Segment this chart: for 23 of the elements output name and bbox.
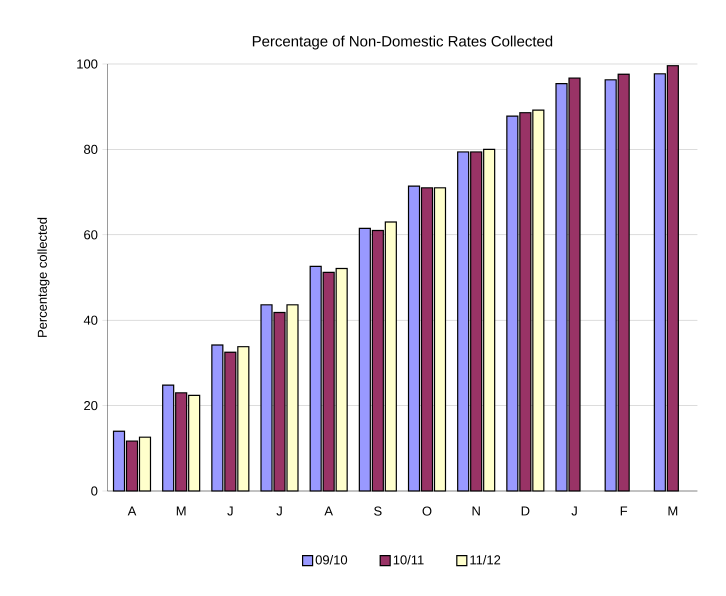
x-tick-label: D: [522, 506, 530, 516]
x-tick-label: F: [620, 506, 628, 516]
x-tick-label: M: [176, 506, 186, 516]
x-tick-label: N: [472, 506, 480, 516]
x-tick-label: J: [227, 506, 233, 516]
legend-label: 09/10: [316, 554, 348, 564]
x-tick-label: J: [571, 506, 577, 516]
legend-label: 10/11: [394, 554, 424, 564]
y-tick-label: 100: [77, 59, 98, 69]
x-tick-label: O: [422, 506, 432, 516]
x-tick-label: A: [324, 506, 333, 516]
y-axis-title: Percentage collected: [37, 218, 50, 337]
legend-label: 11/12: [470, 554, 500, 564]
y-tick-label: 40: [84, 316, 98, 325]
x-tick-label: M: [668, 506, 678, 516]
x-tick-label: S: [374, 506, 382, 516]
y-tick-label: 60: [84, 230, 98, 240]
y-tick-label: 0: [91, 486, 98, 496]
x-tick-label: J: [276, 506, 282, 516]
chart-title: Percentage of Non-Domestic Rates Collected: [252, 36, 552, 50]
x-tick-label: A: [128, 506, 136, 516]
y-tick-label: 20: [84, 401, 98, 410]
y-tick-label: 80: [84, 144, 98, 154]
